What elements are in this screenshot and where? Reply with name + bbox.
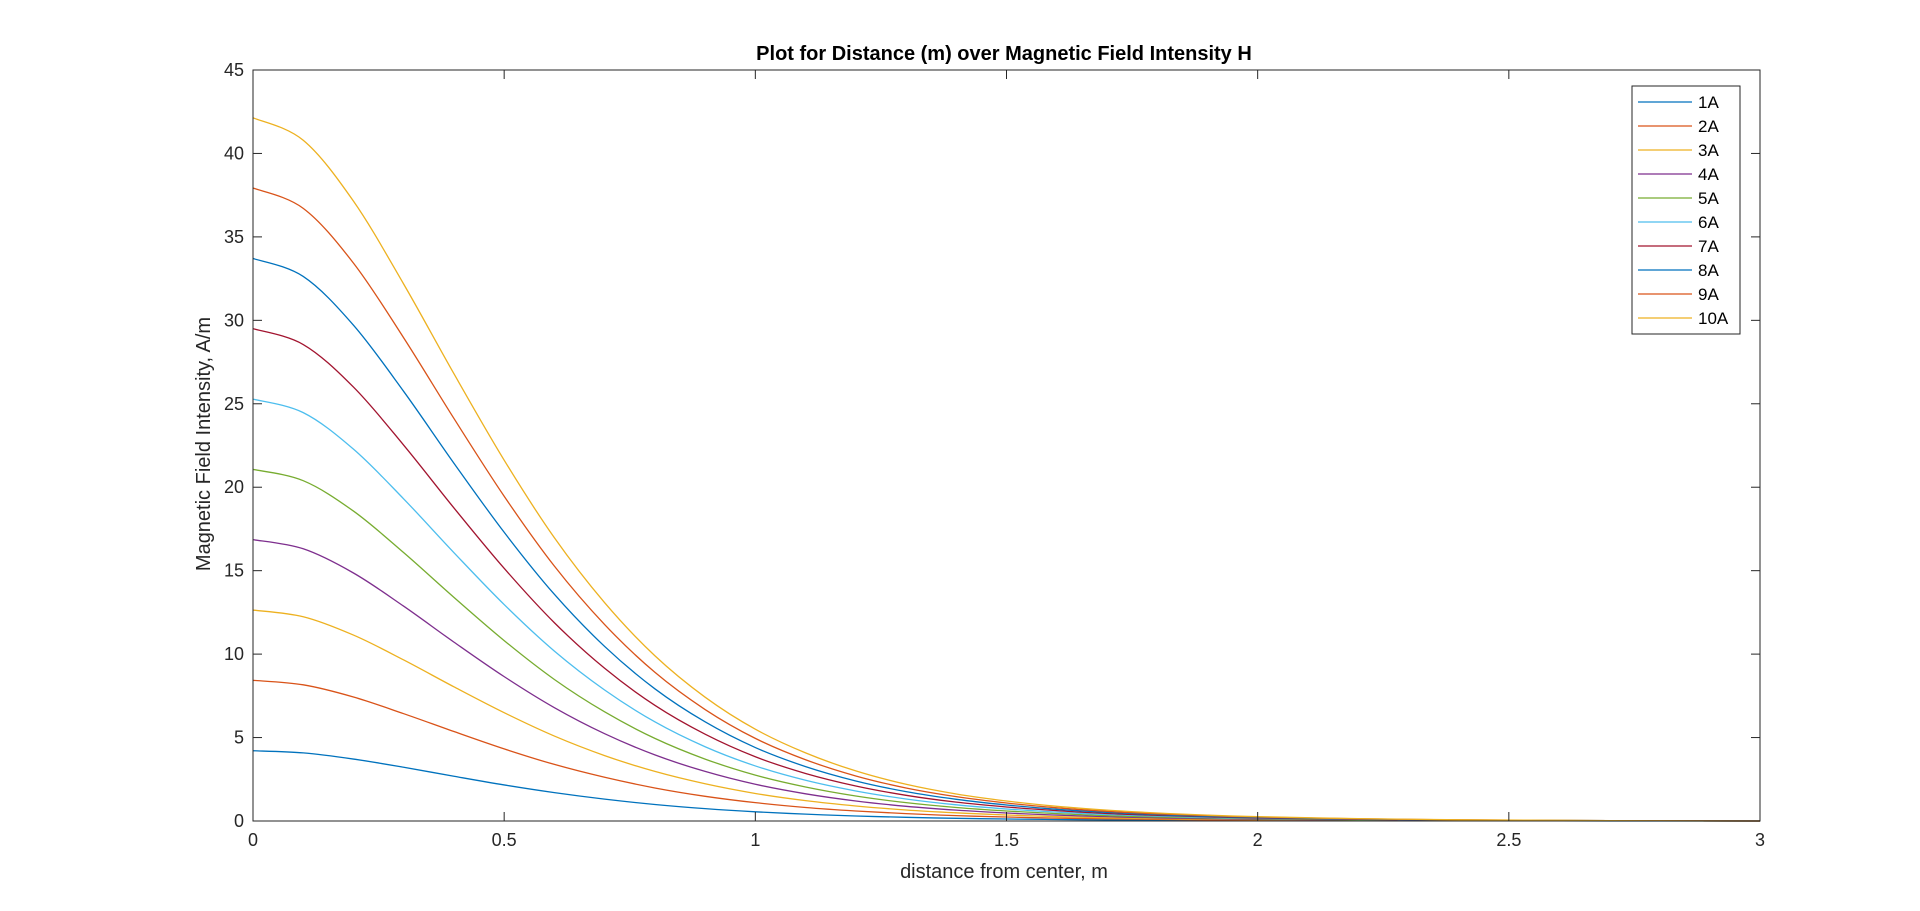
x-tick-label: 1.5	[994, 830, 1019, 850]
x-tick-label: 2.5	[1496, 830, 1521, 850]
legend-label-9A: 9A	[1698, 285, 1719, 304]
legend-label-7A: 7A	[1698, 237, 1719, 256]
x-tick-label: 3	[1755, 830, 1765, 850]
legend-label-10A: 10A	[1698, 309, 1729, 328]
chart-title: Plot for Distance (m) over Magnetic Fiel…	[756, 43, 1252, 65]
series-line-10A	[252, 117, 1761, 822]
legend-label-6A: 6A	[1698, 213, 1719, 232]
y-tick-label: 5	[234, 728, 244, 748]
y-tick-label: 15	[224, 561, 244, 581]
plot-background	[253, 70, 1760, 821]
y-tick-label: 0	[234, 811, 244, 831]
series-layer	[252, 117, 1761, 822]
legend-label-3A: 3A	[1698, 141, 1719, 160]
legend-label-2A: 2A	[1698, 117, 1719, 136]
legend-label-8A: 8A	[1698, 261, 1719, 280]
plot-area	[253, 70, 1760, 821]
y-tick-label: 40	[224, 143, 244, 163]
y-tick-label: 45	[224, 60, 244, 80]
y-tick-label: 20	[224, 477, 244, 497]
x-tick-label: 0	[248, 830, 258, 850]
y-tick-label: 10	[224, 644, 244, 664]
x-tick-label: 1	[750, 830, 760, 850]
y-axis-title: Magnetic Field Intensity, A/m	[193, 317, 215, 571]
y-tick-label: 25	[224, 394, 244, 414]
legend: 1A 2A 3A 4A 5A 6A 7A 8A 9A 10A	[1631, 85, 1741, 335]
x-tick-label: 0.5	[492, 830, 517, 850]
legend-box	[1631, 85, 1741, 335]
legend-label-1A: 1A	[1698, 93, 1719, 112]
legend-label-4A: 4A	[1698, 165, 1719, 184]
y-tick-label: 30	[224, 310, 244, 330]
x-axis-title: distance from center, m	[900, 861, 1108, 883]
legend-label-5A: 5A	[1698, 189, 1719, 208]
x-tick-label: 2	[1253, 830, 1263, 850]
y-tick-label: 35	[224, 227, 244, 247]
